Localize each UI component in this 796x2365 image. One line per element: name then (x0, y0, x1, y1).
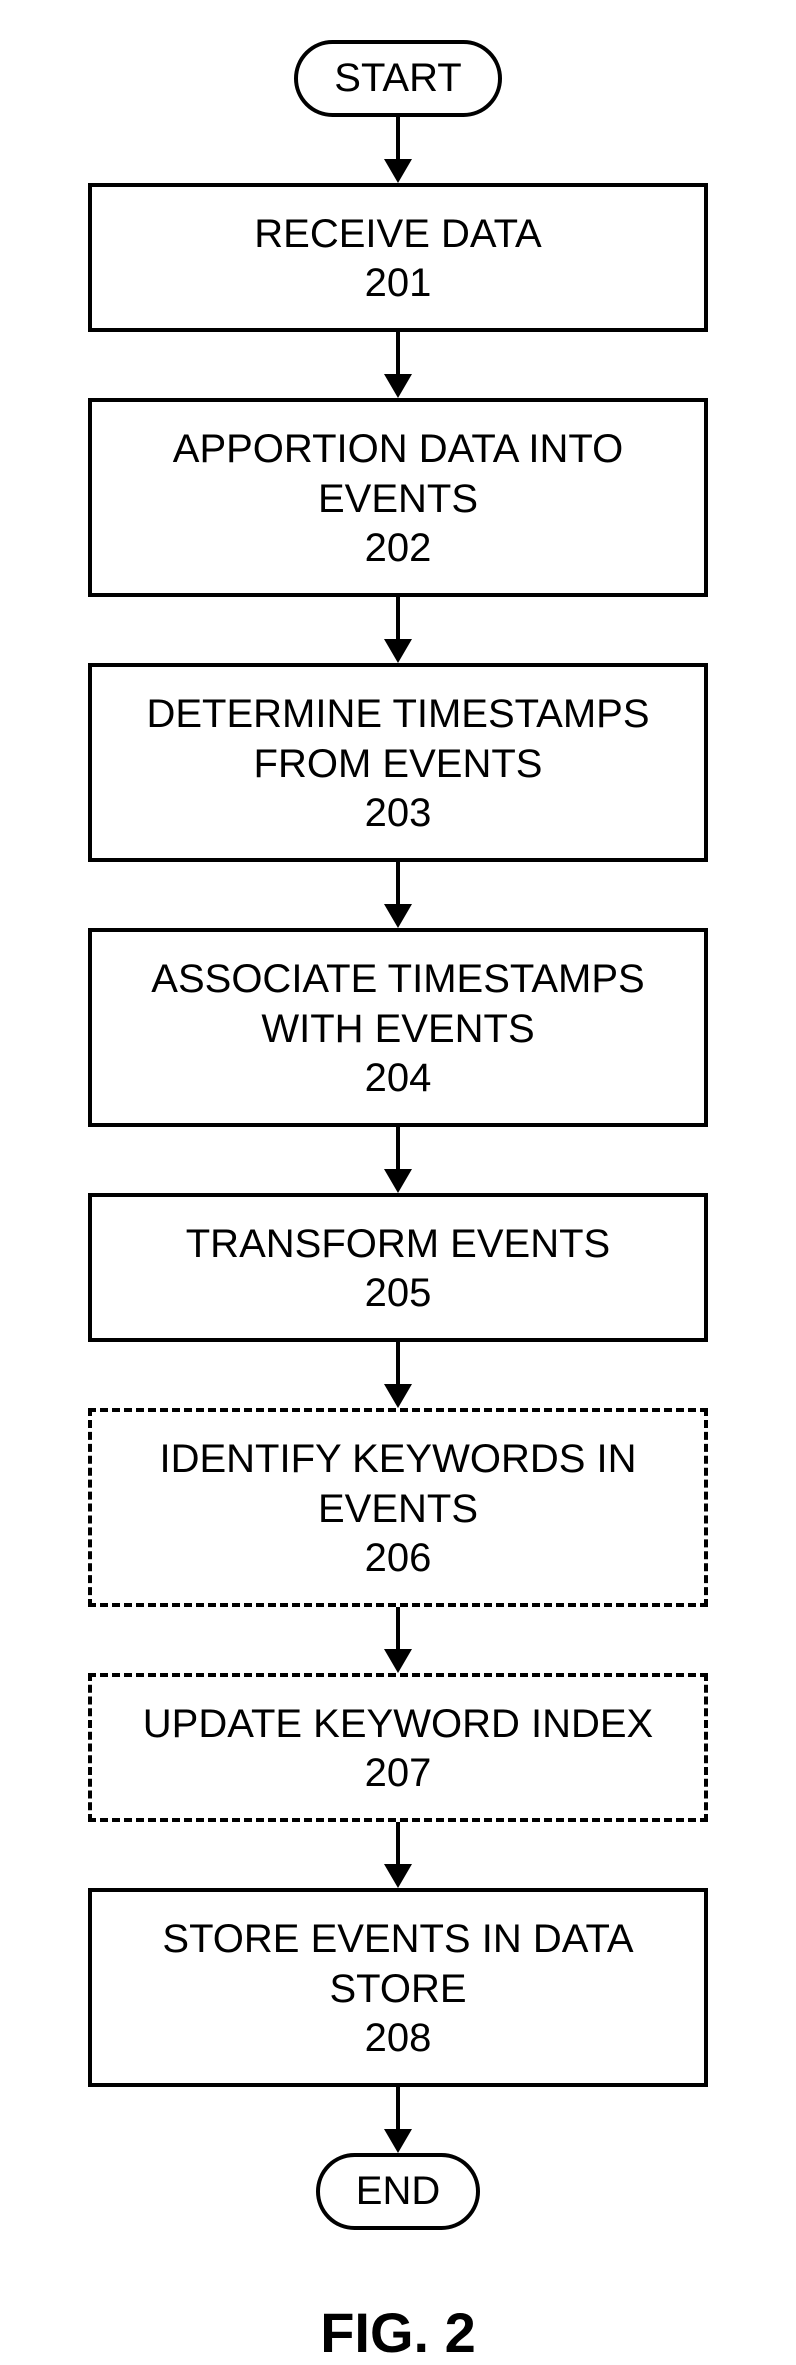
process-step-number: 203 (365, 791, 432, 836)
flow-arrow (384, 332, 412, 398)
process-step-label: TRANSFORM EVENTS (186, 1219, 610, 1269)
end-terminator: END (316, 2153, 480, 2230)
process-step-number: 208 (365, 2016, 432, 2061)
start-terminator: START (294, 40, 501, 117)
figure-caption: FIG. 2 (320, 2300, 476, 2365)
process-step-number: 202 (365, 526, 432, 571)
flow-arrow (384, 862, 412, 928)
process-step-label: RECEIVE DATA (254, 209, 541, 259)
flow-arrow (384, 2087, 412, 2153)
process-step-label: DETERMINE TIMESTAMPS FROM EVENTS (112, 689, 684, 789)
flow-arrow (384, 1127, 412, 1193)
process-step-number: 207 (365, 1751, 432, 1796)
process-step-label: ASSOCIATE TIMESTAMPS WITH EVENTS (112, 954, 684, 1054)
process-step-label: UPDATE KEYWORD INDEX (143, 1699, 653, 1749)
flow-arrow (384, 117, 412, 183)
process-step-205: TRANSFORM EVENTS205 (88, 1193, 708, 1342)
process-step-number: 201 (365, 261, 432, 306)
process-step-number: 206 (365, 1536, 432, 1581)
flowchart-container: START RECEIVE DATA201 APPORTION DATA INTO… (0, 0, 796, 2250)
process-step-203: DETERMINE TIMESTAMPS FROM EVENTS203 (88, 663, 708, 862)
process-step-204: ASSOCIATE TIMESTAMPS WITH EVENTS204 (88, 928, 708, 1127)
process-step-label: APPORTION DATA INTO EVENTS (112, 424, 684, 524)
process-step-202: APPORTION DATA INTO EVENTS202 (88, 398, 708, 597)
process-step-206: IDENTIFY KEYWORDS IN EVENTS206 (88, 1408, 708, 1607)
process-step-207: UPDATE KEYWORD INDEX207 (88, 1673, 708, 1822)
flow-arrow (384, 1342, 412, 1408)
flow-arrow (384, 1822, 412, 1888)
process-step-label: STORE EVENTS IN DATA STORE (112, 1914, 684, 2014)
process-step-number: 205 (365, 1271, 432, 1316)
process-step-label: IDENTIFY KEYWORDS IN EVENTS (112, 1434, 684, 1534)
process-step-208: STORE EVENTS IN DATA STORE208 (88, 1888, 708, 2087)
flow-arrow (384, 597, 412, 663)
flow-arrow (384, 1607, 412, 1673)
process-step-201: RECEIVE DATA201 (88, 183, 708, 332)
process-step-number: 204 (365, 1056, 432, 1101)
